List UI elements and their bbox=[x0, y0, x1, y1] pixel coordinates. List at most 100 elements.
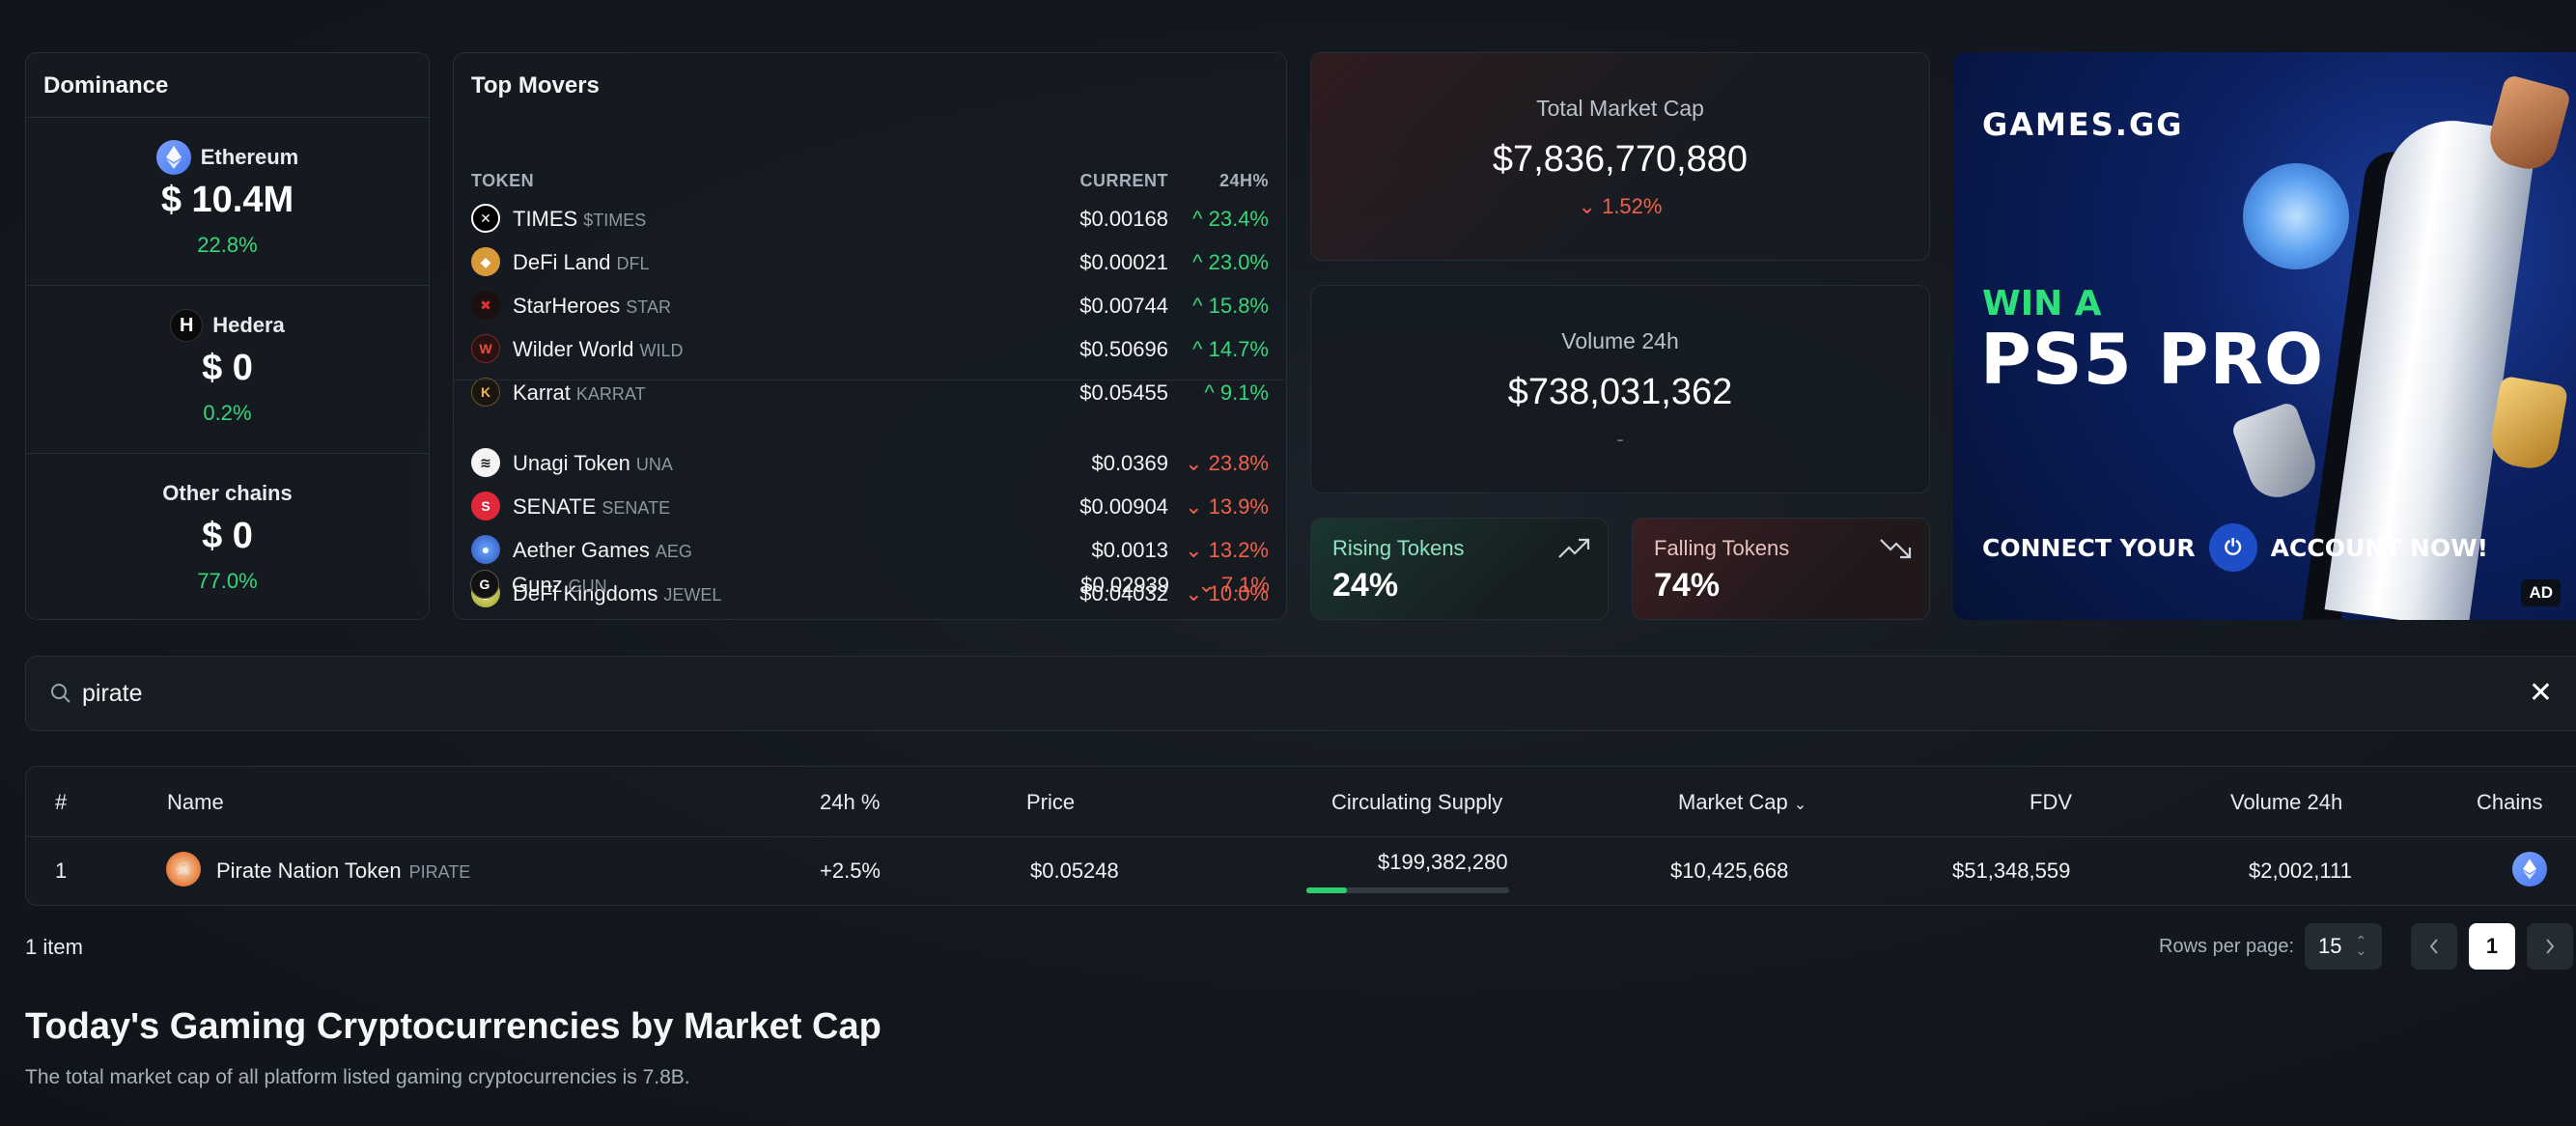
times-icon: ✕ bbox=[471, 204, 500, 233]
chevron-down-icon: ⌄ bbox=[1793, 797, 1807, 813]
page-subtext: The total market cap of all platform lis… bbox=[25, 1066, 690, 1088]
mover-row[interactable]: G Gunz GUN $0.02939 ⌄ 7.1% bbox=[453, 564, 1287, 607]
karrat-icon: K bbox=[471, 378, 500, 407]
mover-row[interactable]: ≋ Unagi Token UNA $0.0369 ⌄ 23.8% bbox=[454, 442, 1286, 486]
dominance-name: Hedera bbox=[212, 313, 285, 337]
token-name: Unagi Token bbox=[513, 451, 630, 475]
mover-row[interactable]: ● Aether Games AEG $0.0013 ⌄ 13.2% bbox=[454, 529, 1286, 573]
chevron-right-icon bbox=[2546, 939, 2555, 954]
token-symbol: SENATE bbox=[602, 498, 671, 518]
search-input[interactable] bbox=[82, 672, 2399, 715]
market-cap-label: Total Market Cap bbox=[1536, 96, 1704, 121]
starheroes-icon: ✖ bbox=[471, 291, 500, 320]
hedera-icon: H bbox=[170, 309, 204, 342]
tokens-table: # Name 24h % Price Circulating Supply Ma… bbox=[25, 766, 2576, 906]
ad-brand-logo: GAMES.GG bbox=[1982, 106, 2184, 143]
mover-row[interactable]: W Wilder World WILD $0.50696 ^ 14.7% bbox=[454, 328, 1286, 372]
mover-row[interactable]: S SENATE SENATE $0.00904 ⌄ 13.9% bbox=[454, 486, 1286, 529]
col-circulating-supply[interactable]: Circulating Supply bbox=[1331, 790, 1503, 814]
mover-row[interactable]: ◆ DeFi Land DFL $0.00021 ^ 23.0% bbox=[454, 241, 1286, 285]
ethereum-icon bbox=[155, 140, 191, 175]
row-name[interactable]: Pirate Nation Token PIRATE bbox=[216, 859, 471, 883]
mover-row[interactable]: K Karrat KARRAT $0.05455 ^ 9.1% bbox=[454, 372, 1286, 415]
row-change: +2.5% bbox=[820, 859, 881, 883]
dominance-pct: 77.0% bbox=[197, 569, 258, 593]
ethereum-icon[interactable] bbox=[2512, 852, 2547, 887]
clear-search-button[interactable]: ✕ bbox=[2528, 677, 2553, 709]
rows-per-page-select[interactable]: 15 ⌃ ⌄ bbox=[2305, 923, 2382, 970]
top-movers-title: Top Movers bbox=[471, 72, 600, 99]
dominance-value: $ 0 bbox=[202, 516, 253, 556]
dominance-hedera[interactable]: H Hedera $ 0 0.2% bbox=[26, 285, 429, 453]
row-supply: $199,382,280 bbox=[1378, 850, 1508, 874]
token-change: ^ 9.1% bbox=[1204, 380, 1269, 405]
token-change: ⌄ 13.2% bbox=[1185, 538, 1269, 562]
senate-icon: S bbox=[471, 492, 500, 521]
token-price: $0.50696 bbox=[1079, 337, 1168, 361]
token-symbol: KARRAT bbox=[575, 384, 646, 404]
col-fdv[interactable]: FDV bbox=[2030, 790, 2072, 814]
volume-value: $738,031,362 bbox=[1507, 372, 1733, 412]
col-chains: Chains bbox=[2477, 790, 2543, 814]
search-icon bbox=[51, 684, 70, 703]
token-change: ^ 23.4% bbox=[1192, 207, 1269, 231]
row-market-cap: $10,425,668 bbox=[1670, 859, 1789, 883]
volume-change: - bbox=[1616, 427, 1624, 451]
dominance-pct: 22.8% bbox=[197, 233, 258, 257]
token-price: $0.0369 bbox=[1091, 451, 1168, 475]
supply-progress-bar bbox=[1306, 887, 1509, 893]
col-price[interactable]: Price bbox=[1026, 790, 1076, 814]
token-symbol: AEG bbox=[655, 542, 692, 561]
mover-row[interactable]: ✖ StarHeroes STAR $0.00744 ^ 15.8% bbox=[454, 285, 1286, 328]
next-page-button[interactable] bbox=[2527, 923, 2573, 970]
market-cap-value: $7,836,770,880 bbox=[1492, 139, 1749, 180]
token-symbol: DFL bbox=[616, 254, 650, 273]
top-movers-card: Top Movers TOKEN CURRENT 24H% ✕ TIMES $TI… bbox=[453, 52, 1287, 620]
gunz-icon: G bbox=[470, 570, 499, 599]
row-price: $0.05248 bbox=[1030, 859, 1119, 883]
falling-label: Falling Tokens bbox=[1654, 536, 1790, 560]
volume-label: Volume 24h bbox=[1561, 328, 1679, 353]
mover-row[interactable]: ✕ TIMES $TIMES $0.00168 ^ 23.4% bbox=[454, 198, 1286, 241]
ad-headline-1: WIN A bbox=[1982, 284, 2102, 324]
dominance-value: $ 0 bbox=[202, 348, 253, 388]
ad-headline-2: PS5 PRO bbox=[1980, 319, 2325, 400]
unagi-icon: ≋ bbox=[471, 448, 500, 477]
pirate-nation-icon: ☠ bbox=[166, 852, 201, 887]
col-market-cap[interactable]: Market Cap ⌄ bbox=[1678, 790, 1807, 814]
token-symbol: $TIMES bbox=[583, 211, 647, 230]
row-volume: $2,002,111 bbox=[2249, 859, 2352, 883]
falling-value: 74% bbox=[1654, 567, 1721, 604]
prev-page-button[interactable] bbox=[2411, 923, 2457, 970]
token-symbol: STAR bbox=[626, 297, 671, 317]
aether-games-icon: ● bbox=[471, 535, 500, 564]
token-change: ⌄ 23.8% bbox=[1185, 451, 1269, 475]
token-price: $0.00021 bbox=[1079, 250, 1168, 274]
chevron-up-down-icon: ⌃ ⌄ bbox=[2355, 933, 2367, 958]
platinum-trophy-icon bbox=[2243, 163, 2349, 269]
col-rank: # bbox=[55, 790, 68, 814]
token-name: StarHeroes bbox=[513, 294, 621, 318]
token-change: ^ 15.8% bbox=[1192, 294, 1269, 318]
page-button-current[interactable]: 1 bbox=[2469, 923, 2515, 970]
dominance-other-chains: Other chains $ 0 77.0% bbox=[26, 453, 429, 621]
dominance-ethereum[interactable]: Ethereum $ 10.4M 22.8% bbox=[26, 117, 429, 285]
rows-per-page-label: Rows per page: bbox=[2159, 936, 2295, 957]
token-price: $0.0013 bbox=[1091, 538, 1168, 562]
token-name: SENATE bbox=[513, 494, 597, 519]
col-24h-change[interactable]: 24h % bbox=[820, 790, 881, 814]
playstation-icon: ⏻ bbox=[2208, 523, 2257, 572]
col-volume-24h[interactable]: Volume 24h bbox=[2230, 790, 2343, 814]
ad-banner[interactable]: GAMES.GG WIN A PS5 PRO CONNECT YOUR ⏻ AC… bbox=[1953, 52, 2576, 620]
search-bar: ✕ bbox=[25, 656, 2576, 731]
token-price: $0.05455 bbox=[1079, 380, 1168, 405]
token-price: $0.02939 bbox=[1080, 573, 1169, 597]
market-cap-change: ⌄ 1.52% bbox=[1578, 194, 1663, 218]
page-heading: Today's Gaming Cryptocurrencies by Marke… bbox=[25, 1006, 882, 1047]
col-name[interactable]: Name bbox=[167, 790, 224, 814]
trending-down-icon bbox=[1880, 539, 1912, 559]
token-price: $0.00744 bbox=[1079, 294, 1168, 318]
token-symbol: JEWEL bbox=[663, 585, 722, 605]
rising-value: 24% bbox=[1332, 567, 1399, 604]
